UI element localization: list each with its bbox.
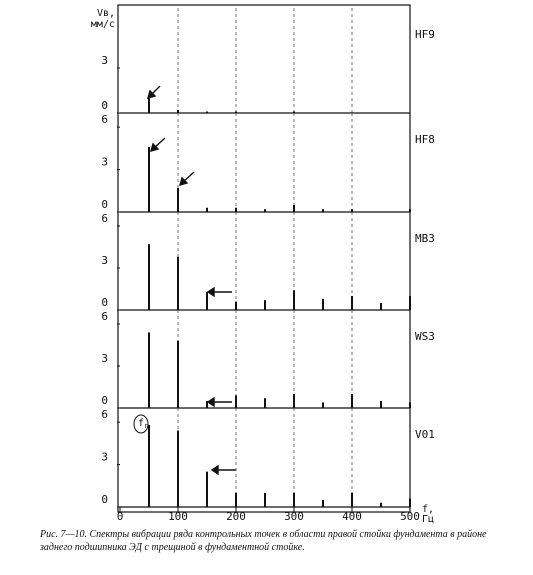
y-tick-label: 3 [101,451,108,464]
plot-frame [117,4,411,513]
x-tick-label: 0 [117,510,124,523]
caption: Рис. 7—10. Спектры вибрации ряда контрол… [40,529,487,553]
y-tick-label: 0 [101,394,108,407]
series-name: V01 [415,428,435,441]
x-tick-label: 500 [400,510,420,523]
y-tick-label: 0 [101,198,108,211]
y-axis-label: Vв, [97,8,115,19]
y-tick-label: 3 [101,352,108,365]
series-name: WS3 [415,330,435,343]
y-tick-label: 6 [101,113,108,126]
series-name: HF9 [415,28,435,41]
y-tick-label: 0 [101,99,108,112]
y-tick-label: 0 [101,493,108,506]
x-tick-label: 200 [226,510,246,523]
y-axis-label: мм/с [91,19,115,30]
x-tick-label: 300 [284,510,304,523]
series-name: MB3 [415,232,435,245]
x-tick-label: 100 [168,510,188,523]
series-name: HF8 [415,133,435,146]
y-tick-label: 6 [101,408,108,421]
x-axis-label: f, [422,504,434,515]
x-tick-label: 400 [342,510,362,523]
annotation-symbol: f [138,418,144,429]
y-tick-label: 6 [101,310,108,323]
y-tick-label: 0 [101,296,108,309]
annotation-subscript: r [144,422,148,430]
annotation: fr [138,418,148,430]
annotation-circle [133,414,149,434]
y-tick-label: 3 [101,254,108,267]
y-tick-label: 3 [101,54,108,67]
y-tick-label: 6 [101,212,108,225]
arrows [146,85,236,476]
x-axis-label: Гц [422,514,434,525]
y-tick-label: 3 [101,156,108,169]
chart: 0 3 HF9 Vв,мм/с 0 3 6 HF8 0 3 6 MB3 0 3 6 WS3 0 100 200 300… [91,4,435,525]
